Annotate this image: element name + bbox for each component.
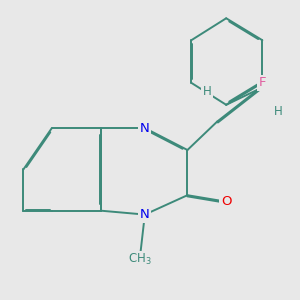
Text: N: N [140,122,150,134]
Text: H: H [202,85,211,98]
Text: O: O [221,195,231,208]
Text: H: H [274,105,282,118]
Text: N: N [140,208,150,221]
Text: F: F [259,76,266,89]
Text: CH$_3$: CH$_3$ [128,252,152,267]
Text: CH₃: CH₃ [129,253,151,266]
